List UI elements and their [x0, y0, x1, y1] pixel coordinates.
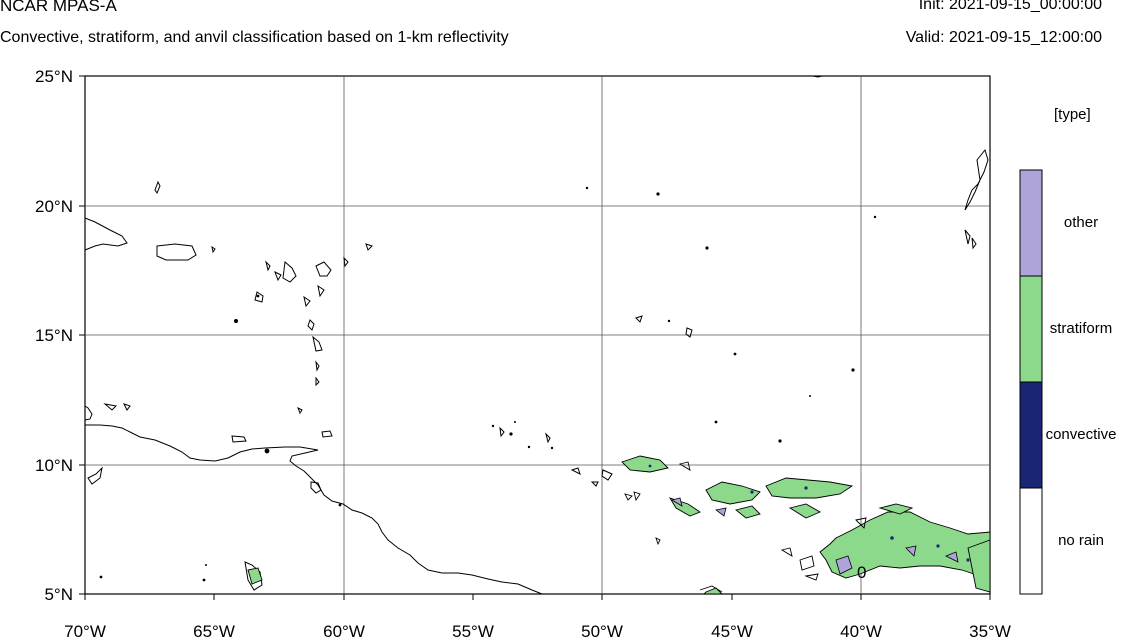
coastline-hispaniola: [84, 217, 128, 251]
coastline-south-america: [85, 424, 543, 595]
longitude-labels: 70°W 65°W 60°W 55°W 50°W 45°W 40°W 35°W: [64, 622, 1011, 641]
lon-label-70w: 70°W: [64, 622, 106, 641]
legend-label-no-rain: no rain: [1058, 532, 1104, 549]
axis-ticks: [79, 75, 991, 600]
lon-label-55w: 55°W: [452, 622, 494, 641]
legend-label-other: other: [1063, 214, 1099, 231]
valid-time: Valid: 2021-09-15_12:00:00: [905, 29, 1102, 46]
lat-label-25n: 25°N: [35, 67, 73, 86]
lon-label-65w: 65°W: [193, 622, 235, 641]
legend-swatch-no-rain: [1019, 487, 1043, 595]
init-time: Init: 2021-09-15_00:00:00: [918, 0, 1102, 13]
small-islands: [87, 75, 989, 591]
lon-label-35w: 35°W: [969, 622, 1011, 641]
map-subtitle: Convective, stratiform, and anvil classi…: [0, 29, 509, 46]
legend-title: [type]: [1054, 106, 1091, 123]
lon-label-45w: 45°W: [711, 622, 753, 641]
legend-colorbar: [1019, 169, 1043, 595]
lat-label-20n: 20°N: [35, 197, 73, 216]
contour-label: 0: [857, 563, 866, 582]
precip-contours: [624, 461, 867, 593]
precip-other: [670, 497, 959, 575]
island-puerto-rico: [156, 243, 197, 261]
lat-label-10n: 10°N: [35, 456, 73, 475]
lat-label-5n: 5°N: [44, 585, 73, 604]
precip-convective: [648, 464, 970, 562]
legend-label-convective: convective: [1045, 426, 1117, 443]
lon-label-40w: 40°W: [840, 622, 882, 641]
legend-label-stratiform: stratiform: [1049, 320, 1113, 337]
map-title: NCAR MPAS-A: [0, 0, 117, 15]
precip-stratiform: [247, 455, 991, 595]
lon-label-50w: 50°W: [581, 622, 623, 641]
scattered-dots: [99, 186, 877, 582]
lat-label-15n: 15°N: [35, 326, 73, 345]
coastline-venezuela-bay: [84, 405, 93, 421]
lon-label-60w: 60°W: [323, 622, 365, 641]
island-trinidad: [310, 481, 322, 494]
latitude-labels: 25°N 20°N 15°N 10°N 5°N: [35, 67, 73, 604]
graticule: [85, 76, 990, 594]
